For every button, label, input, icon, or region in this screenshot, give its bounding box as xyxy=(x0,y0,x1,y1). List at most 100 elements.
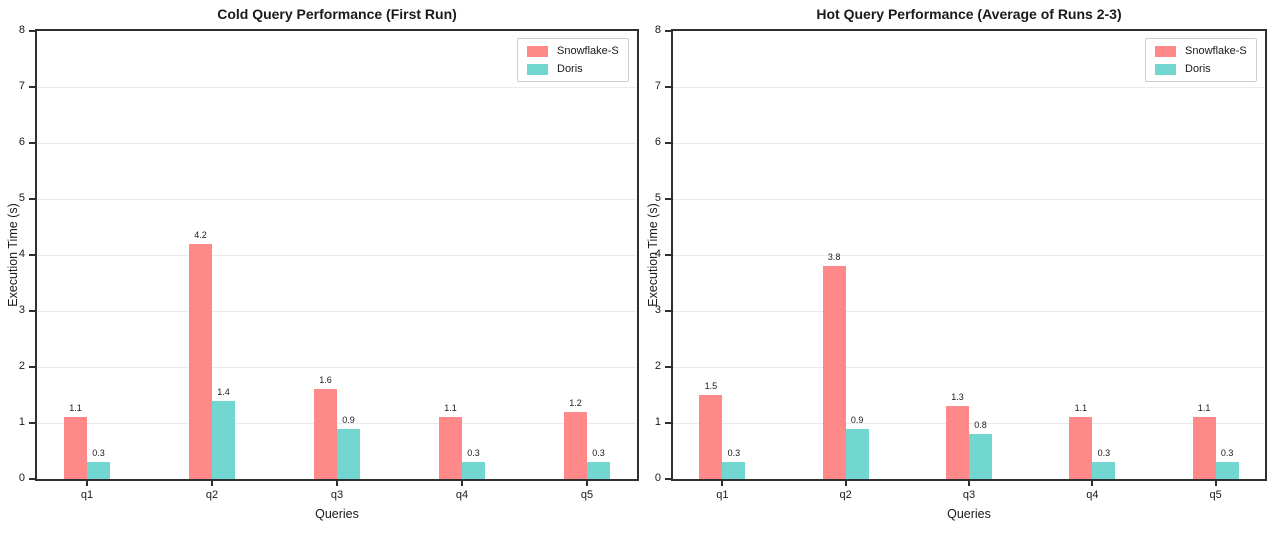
bar-value-snowflake-s-q3: 1.6 xyxy=(319,375,332,386)
ytick-label-3: 3 xyxy=(18,304,25,316)
bar-doris-q1 xyxy=(722,462,746,479)
xtick-mark-q3 xyxy=(336,481,338,486)
xtick-mark-q1 xyxy=(86,481,88,486)
bar-doris-q1 xyxy=(87,462,110,479)
chart-title: Hot Query Performance (Average of Runs 2… xyxy=(816,6,1122,22)
xtick-mark-q2 xyxy=(211,481,213,486)
gridline-y3 xyxy=(37,311,637,312)
bar-value-doris-q4: 0.3 xyxy=(1097,448,1111,459)
xtick-label-q4: q4 xyxy=(455,489,469,501)
bar-doris-q2 xyxy=(845,428,869,479)
bar-value-snowflake-s-q1: 1.5 xyxy=(704,381,718,391)
legend-row-doris: Doris xyxy=(527,63,619,75)
legend-label-snowflake-s: Snowflake-S xyxy=(557,45,619,57)
legend-row-snowflake-s: Snowflake-S xyxy=(527,45,619,57)
legend-swatch-snowflake-s xyxy=(527,45,548,57)
chart-cold-query: Cold Query Performance (First Run) 1.1 0.3… xyxy=(6,6,639,521)
spine-left xyxy=(35,29,37,481)
xtick-label-q1: q1 xyxy=(716,489,729,501)
gridline-y3 xyxy=(673,311,1265,312)
bar-snowflake-s-q3 xyxy=(314,389,337,479)
ytick-label-4: 4 xyxy=(18,248,25,260)
xtick-label-q3: q3 xyxy=(962,489,976,501)
bar-snowflake-s-q5 xyxy=(1192,417,1216,479)
legend-swatch-doris xyxy=(1155,63,1176,75)
legend-label-snowflake-s: Snowflake-S xyxy=(1185,45,1247,57)
ytick-label-0: 0 xyxy=(18,472,25,484)
spine-top xyxy=(671,29,1267,31)
bar-snowflake-s-q2 xyxy=(189,243,212,479)
ytick-label-2: 2 xyxy=(654,360,661,372)
spine-bottom xyxy=(671,479,1267,481)
bar-value-doris-q5: 0.3 xyxy=(592,448,605,459)
x-axis-label: Queries xyxy=(947,507,991,521)
legend-swatch-doris xyxy=(527,63,548,75)
gridline-y2 xyxy=(673,367,1265,368)
ytick-label-3: 3 xyxy=(654,304,661,316)
xtick-label-q3: q3 xyxy=(330,489,344,501)
ytick-label-5: 5 xyxy=(654,192,661,204)
gridline-y4 xyxy=(673,255,1265,256)
spine-top xyxy=(35,29,639,31)
ytick-label-1: 1 xyxy=(18,416,25,428)
spine-right xyxy=(637,29,639,481)
xtick-mark-q4 xyxy=(461,481,463,486)
bar-value-snowflake-s-q1: 1.1 xyxy=(69,403,82,414)
bar-value-doris-q2: 0.9 xyxy=(850,414,864,425)
ytick-mark-2 xyxy=(29,366,35,368)
legend-swatch-snowflake-s xyxy=(1155,45,1176,57)
bar-doris-q3 xyxy=(337,428,360,479)
chart-hot-query: Hot Query Performance (Average of Runs 2… xyxy=(640,0,1280,533)
x-axis-label: Queries xyxy=(315,507,359,521)
ytick-label-6: 6 xyxy=(18,136,25,148)
legend: Snowflake-S Doris xyxy=(1145,38,1257,82)
gridline-y2 xyxy=(37,367,637,368)
y-axis-label: Execution Time (s) xyxy=(646,203,660,307)
gridline-y5 xyxy=(673,199,1265,200)
ytick-mark-7 xyxy=(29,86,35,88)
ytick-label-8: 8 xyxy=(18,24,25,36)
ytick-mark-3 xyxy=(665,310,671,312)
legend-label-doris: Doris xyxy=(557,63,583,75)
ytick-mark-8 xyxy=(665,30,671,32)
xtick-mark-q2 xyxy=(844,481,847,486)
gridline-y1 xyxy=(673,423,1265,424)
bar-value-doris-q1: 0.3 xyxy=(92,448,105,459)
legend: Snowflake-S Doris xyxy=(517,38,629,82)
y-axis-label: Execution Time (s) xyxy=(6,203,20,307)
bar-doris-q3 xyxy=(969,434,992,479)
ytick-label-8: 8 xyxy=(654,24,661,36)
ytick-label-7: 7 xyxy=(18,80,25,92)
xtick-label-q4: q4 xyxy=(1086,489,1099,501)
bar-value-doris-q3: 0.9 xyxy=(342,414,355,425)
chart-title: Cold Query Performance (First Run) xyxy=(217,6,457,22)
bar-snowflake-s-q1 xyxy=(64,417,87,479)
ytick-mark-4 xyxy=(665,254,671,256)
xtick-mark-q1 xyxy=(721,481,724,486)
bar-value-snowflake-s-q4: 1.1 xyxy=(444,403,457,414)
bar-value-snowflake-s-q4: 1.1 xyxy=(1074,403,1088,414)
ytick-mark-8 xyxy=(29,30,35,32)
ytick-mark-3 xyxy=(29,310,35,312)
xtick-mark-q4 xyxy=(1091,481,1094,486)
xtick-mark-q5 xyxy=(1214,481,1217,486)
legend-row-snowflake-s: Snowflake-S xyxy=(1155,45,1247,57)
ytick-mark-0 xyxy=(29,478,35,480)
bar-value-snowflake-s-q2: 3.8 xyxy=(827,252,841,263)
bar-snowflake-s-q4 xyxy=(1069,417,1093,479)
bar-value-doris-q1: 0.3 xyxy=(727,448,741,459)
legend-row-doris: Doris xyxy=(1155,63,1247,75)
bar-snowflake-s-q2 xyxy=(822,266,846,479)
gridline-y7 xyxy=(673,87,1265,88)
bar-value-doris-q4: 0.3 xyxy=(467,448,480,459)
xtick-mark-q5 xyxy=(586,481,588,486)
ytick-mark-4 xyxy=(29,254,35,256)
gridline-y1 xyxy=(37,423,637,424)
xtick-label-q5: q5 xyxy=(580,489,594,501)
xtick-label-q2: q2 xyxy=(205,489,219,501)
ytick-label-4: 4 xyxy=(654,248,661,260)
bar-doris-q4 xyxy=(1092,462,1116,479)
gridline-y7 xyxy=(37,87,637,88)
spine-right xyxy=(1265,29,1267,481)
